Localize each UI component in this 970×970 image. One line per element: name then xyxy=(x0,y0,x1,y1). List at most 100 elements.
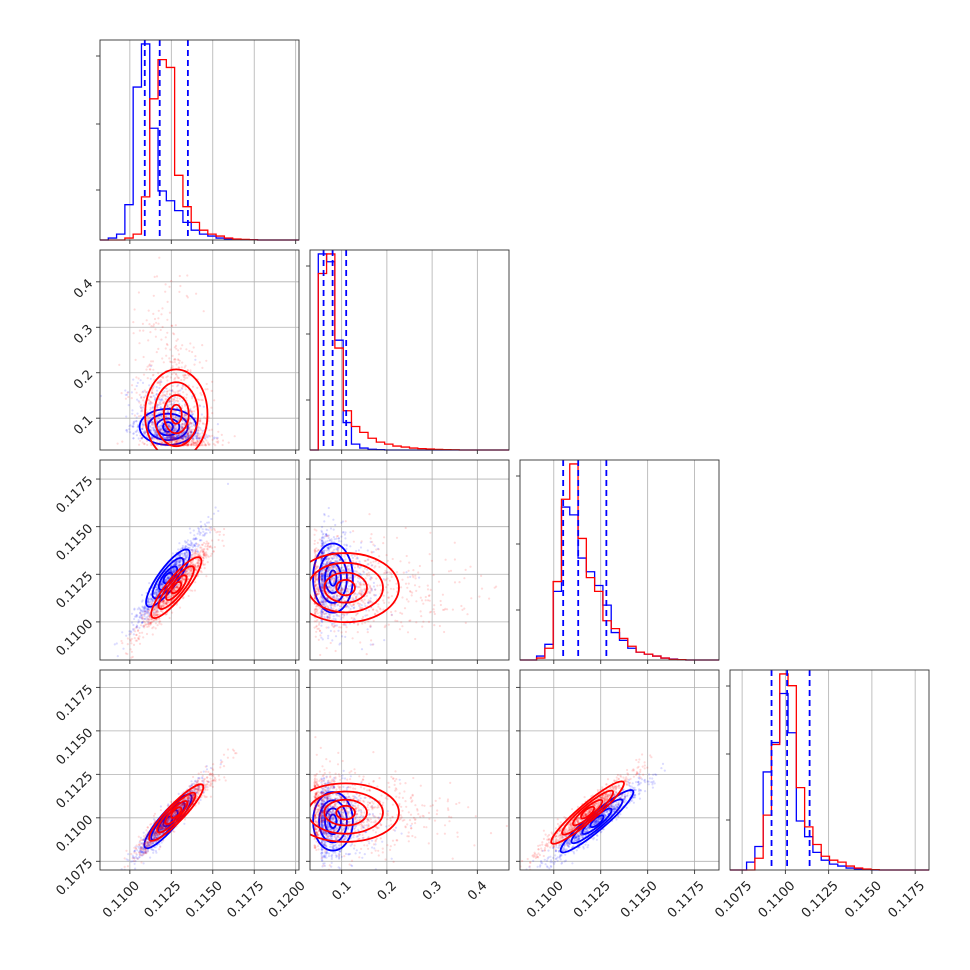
scatter-point-blue xyxy=(153,431,156,434)
scatter-point-blue xyxy=(199,427,202,430)
scatter-point-blue xyxy=(177,434,181,437)
scatter-point-blue xyxy=(323,612,326,615)
scatter-point-red xyxy=(177,392,180,395)
scatter-point-red xyxy=(187,433,190,436)
scatter-point-blue xyxy=(322,536,325,539)
scatter-point-red xyxy=(189,562,192,566)
contour-red xyxy=(153,381,200,448)
scatter-point-red xyxy=(189,430,192,433)
scatter-point-red xyxy=(148,618,151,621)
scatter-point-red xyxy=(361,622,364,625)
scatter-point-red xyxy=(169,426,172,430)
scatter-point-blue xyxy=(337,537,340,540)
scatter-point-blue xyxy=(181,552,184,555)
scatter-point-blue xyxy=(373,594,376,597)
scatter-point-red xyxy=(185,437,188,440)
scatter-point-red xyxy=(160,600,163,603)
scatter-point-red xyxy=(163,442,166,445)
scatter-point-red xyxy=(191,397,194,400)
scatter-point-blue xyxy=(162,431,165,434)
scatter-point-blue xyxy=(156,588,159,591)
scatter-point-blue xyxy=(320,574,323,577)
scatter-point-blue xyxy=(141,381,145,384)
scatter-point-blue xyxy=(184,435,187,438)
scatter-point-red xyxy=(189,407,192,410)
scatter-point-red xyxy=(202,541,206,545)
scatter-point-red xyxy=(202,563,205,567)
scatter-point-blue xyxy=(151,600,154,603)
scatter-point-blue xyxy=(178,555,181,558)
scatter-point-blue xyxy=(190,411,193,414)
scatter-point-blue xyxy=(169,436,172,439)
scatter-point-red xyxy=(418,564,421,568)
scatter-point-blue xyxy=(138,611,142,615)
scatter-point-blue xyxy=(349,531,352,534)
scatter-point-blue xyxy=(174,416,177,419)
scatter-point-blue xyxy=(179,563,182,567)
scatter-point-blue xyxy=(144,617,147,621)
scatter-point-red xyxy=(160,598,163,602)
scatter-point-blue xyxy=(156,586,159,589)
scatter-point-red xyxy=(161,412,164,415)
scatter-point-blue xyxy=(186,435,189,438)
scatter-point-blue xyxy=(165,432,168,435)
scatter-point-blue xyxy=(367,601,370,604)
scatter-point-blue xyxy=(155,605,158,608)
scatter-point-blue xyxy=(149,414,152,417)
scatter-point-red xyxy=(153,596,157,599)
scatter-point-red xyxy=(175,373,178,376)
scatter-point-blue xyxy=(321,525,324,529)
scatter-point-blue xyxy=(135,434,138,437)
scatter-point-blue xyxy=(321,584,324,587)
scatter-point-red xyxy=(168,400,171,403)
scatter-point-red xyxy=(167,434,170,437)
scatter-point-red xyxy=(172,409,176,412)
scatter-point-red xyxy=(206,561,209,564)
scatter-point-blue xyxy=(320,614,324,617)
scatter-point-blue xyxy=(320,601,323,604)
scatter-point-red xyxy=(178,435,182,438)
scatter-point-blue xyxy=(144,394,147,397)
scatter-point-red xyxy=(175,440,178,443)
scatter-point-red xyxy=(205,439,208,442)
scatter-point-blue xyxy=(143,605,146,608)
scatter-point-blue xyxy=(331,590,334,593)
scatter-point-blue xyxy=(170,436,173,439)
scatter-point-blue xyxy=(151,437,154,440)
scatter-point-red xyxy=(175,603,178,606)
scatter-point-red xyxy=(186,296,189,299)
scatter-point-blue xyxy=(327,515,330,518)
scatter-point-blue xyxy=(170,389,173,392)
scatter-point-red xyxy=(164,283,167,286)
scatter-point-red xyxy=(315,630,318,633)
scatter-point-blue xyxy=(352,598,355,601)
scatter-point-blue xyxy=(164,580,167,583)
scatter-point-red xyxy=(194,565,197,569)
scatter-point-blue xyxy=(365,609,368,612)
scatter-point-blue xyxy=(322,537,325,540)
scatter-point-blue xyxy=(143,607,146,610)
scatter-point-red xyxy=(169,367,173,370)
scatter-point-red xyxy=(187,594,190,598)
scatter-point-red xyxy=(192,406,195,409)
scatter-point-red xyxy=(160,606,163,609)
scatter-point-blue xyxy=(132,437,135,440)
scatter-point-blue xyxy=(182,437,185,440)
scatter-point-red xyxy=(161,391,164,394)
scatter-point-blue xyxy=(137,619,140,622)
scatter-point-red xyxy=(203,416,206,419)
scatter-point-blue xyxy=(199,539,202,542)
scatter-point-blue xyxy=(322,551,326,554)
scatter-point-red xyxy=(161,600,164,604)
scatter-point-blue xyxy=(193,538,196,541)
scatter-point-blue xyxy=(173,401,176,404)
scatter-point-blue xyxy=(155,591,158,594)
scatter-point-red xyxy=(151,627,154,630)
scatter-point-red xyxy=(160,313,163,316)
scatter-point-red xyxy=(165,439,168,442)
scatter-point-blue xyxy=(126,430,129,433)
scatter-point-blue xyxy=(130,612,134,615)
scatter-point-red xyxy=(197,429,200,432)
scatter-point-blue xyxy=(337,629,340,632)
scatter-point-red xyxy=(196,436,199,439)
